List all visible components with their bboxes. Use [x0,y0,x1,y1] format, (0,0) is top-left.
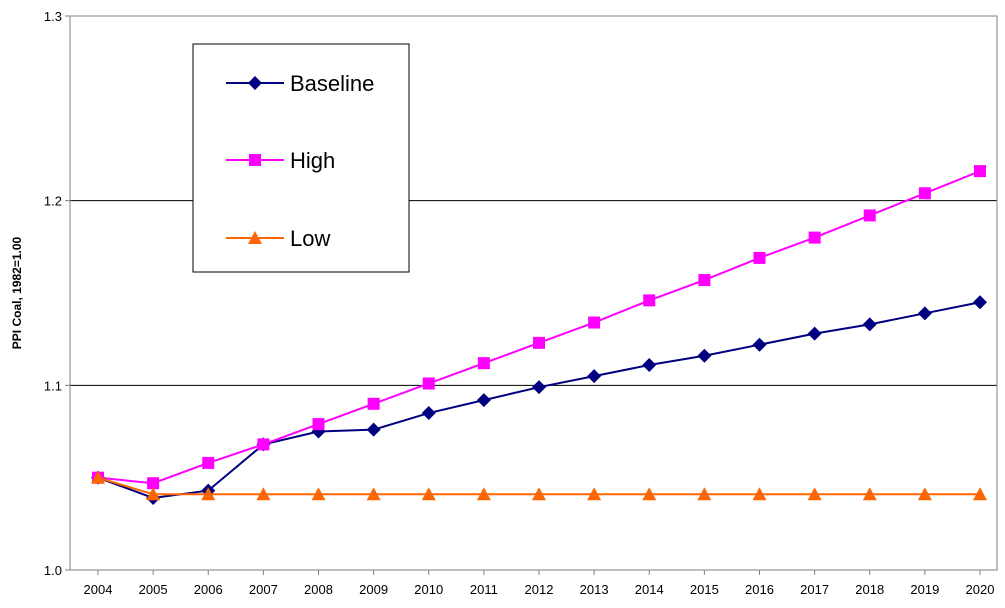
legend-marker-high [249,154,261,166]
series-low [91,470,987,501]
data-point-high [863,209,876,222]
legend-marker-baseline [248,76,262,90]
x-tick-label: 2007 [249,582,278,597]
data-point-low [587,487,602,501]
series-baseline [91,295,987,505]
x-tick-label: 2006 [194,582,223,597]
data-point-baseline [862,317,877,332]
x-tick-label: 2011 [470,582,498,597]
data-point-low [752,487,767,501]
data-point-high [257,438,270,451]
data-point-low [91,470,105,484]
data-point-baseline [752,337,767,352]
data-point-low [311,487,326,501]
series-line-baseline [97,301,981,500]
x-tick-label: 2019 [910,582,939,597]
legend: Baseline High Low [192,43,410,273]
data-point-low [973,487,987,501]
x-tick-label: 2009 [359,582,388,597]
x-tick-label: 2013 [580,582,609,597]
legend-entry-low: Low [226,226,330,251]
legend-label-low: Low [290,226,330,251]
x-tick-label: 2020 [966,582,995,597]
data-point-low [421,487,436,501]
y-tick-label: 1.1 [44,378,62,393]
data-point-low [697,487,712,501]
data-point-baseline [917,306,932,321]
data-point-high [918,187,931,200]
x-tick-label: 2012 [525,582,554,597]
data-point-baseline [421,406,436,421]
data-point-high [202,456,215,469]
series-layer [91,165,987,505]
data-point-low [917,487,932,501]
data-point-baseline [587,369,602,384]
x-axis-ticks: 2004 2005 2006 2007 2008 2009 2010 2011 2012 2013… [84,570,995,597]
data-point-high [753,251,766,264]
y-axis-label: PPI Coal, 1982=1.00 [10,236,24,349]
data-point-low [256,487,271,501]
y-tick-label: 1.2 [44,194,62,209]
y-tick-label: 1.3 [44,9,62,24]
y-tick-label: 1.0 [44,563,62,578]
data-point-high [477,357,490,370]
data-point-baseline [697,348,712,363]
data-point-baseline [532,380,546,395]
data-point-high [643,294,656,307]
data-point-low [862,487,877,501]
data-point-high [312,418,325,431]
data-point-baseline [366,422,381,437]
x-tick-label: 2015 [690,582,719,597]
data-point-low [366,487,381,501]
x-tick-label: 2010 [414,582,443,597]
series-high [92,165,986,490]
data-point-low [532,487,546,501]
data-point-high [698,274,711,287]
x-tick-label: 2005 [139,582,168,597]
data-point-high [974,165,986,178]
legend-label-baseline: Baseline [290,71,374,96]
data-point-baseline [807,326,822,341]
data-point-high [367,397,380,410]
data-point-baseline [642,358,657,373]
x-tick-label: 2004 [84,582,113,597]
x-tick-label: 2008 [304,582,333,597]
legend-entry-baseline: Baseline [226,71,374,96]
data-point-high [808,231,821,244]
data-point-high [422,377,435,390]
data-point-high [533,336,545,349]
data-point-high [147,477,160,490]
data-point-low [476,487,491,501]
data-point-low [807,487,822,501]
data-point-baseline [973,295,987,310]
x-tick-label: 2017 [800,582,829,597]
data-point-low [146,487,161,501]
data-point-low [642,487,657,501]
data-point-low [201,487,216,501]
legend-entry-high: High [226,148,335,173]
y-axis-ticks: 1.0 1.1 1.2 1.3 [44,9,70,578]
x-tick-label: 2016 [745,582,774,597]
data-point-baseline [476,393,491,408]
legend-marker-low [248,231,262,244]
x-tick-label: 2014 [635,582,664,597]
plot-area-frame [69,15,998,571]
data-point-high [588,316,601,329]
legend-label-high: High [290,148,335,173]
x-tick-label: 2018 [855,582,884,597]
